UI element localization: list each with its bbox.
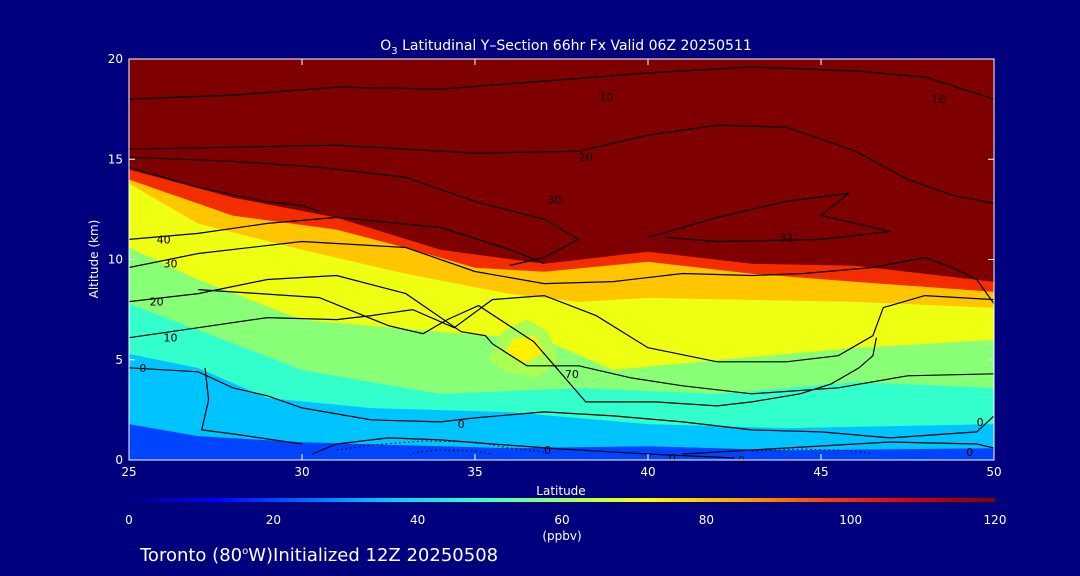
x-tick-label: 30 — [294, 465, 309, 479]
colorbar-tick-label: 0 — [125, 513, 133, 527]
contour-label: 20 — [579, 151, 593, 164]
x-tick-label: 35 — [467, 465, 482, 479]
contour-line — [129, 156, 581, 267]
contour-label: 20 — [150, 296, 164, 309]
contour-line — [129, 124, 994, 204]
y-tick-label: 15 — [108, 152, 123, 166]
x-axis: 25 30 35 40 45 50 — [121, 59, 1002, 479]
contour-line-dotted — [336, 440, 545, 453]
fill-band — [129, 59, 994, 282]
y-tick-label: 5 — [115, 353, 123, 367]
colorbar — [129, 498, 995, 502]
contour-lines — [129, 66, 994, 459]
contour-label: 0 — [669, 452, 676, 465]
colorbar-units: (ppbv) — [542, 529, 581, 543]
ozone-fill-field — [129, 59, 994, 460]
colorbar-tick-label: 120 — [984, 513, 1007, 527]
y-tick-label: 0 — [115, 453, 123, 467]
contour-label: 30 — [164, 258, 178, 271]
contour-label: 0 — [966, 446, 973, 459]
x-tick-label: 40 — [640, 465, 655, 479]
contour-label: 32 — [779, 231, 793, 244]
contour-label: 0 — [977, 416, 984, 429]
x-tick-label: 45 — [813, 465, 828, 479]
x-tick-label: 50 — [986, 465, 1001, 479]
contour-line — [647, 192, 891, 243]
colorbar-tick-label: 60 — [554, 513, 569, 527]
contour-line — [129, 166, 320, 212]
contour-label: 70 — [565, 368, 579, 381]
contour-line — [200, 367, 303, 445]
contour-label: 10 — [599, 91, 613, 104]
contour-line-dotted — [751, 448, 873, 455]
contour-label: 10 — [164, 332, 178, 345]
contour-line — [129, 240, 994, 304]
contour-line — [198, 289, 877, 407]
colorbar-tick-label: 40 — [410, 513, 425, 527]
contour-label: 0 — [544, 444, 551, 457]
contour-label: 0 — [458, 418, 465, 431]
contour-line-dotted — [412, 449, 493, 455]
contour-line — [129, 294, 994, 363]
footer-run-info: Toronto (80oW)Initialized 12Z 20250508 — [139, 545, 498, 566]
contour-line — [682, 441, 994, 455]
chart-title: O3 Latitudinal Y–Section 66hr Fx Valid 0… — [380, 38, 752, 57]
y-axis-label: Altitude (km) — [87, 220, 101, 299]
colorbar-ticks: 0 20 40 60 80 100 120 — [125, 513, 1006, 527]
y-axis: 0 5 10 15 20 — [108, 52, 994, 467]
y-tick-label: 20 — [108, 52, 123, 66]
contour-line — [129, 66, 994, 100]
contour-line — [129, 274, 994, 395]
y-tick-label: 10 — [108, 253, 123, 267]
contour-line — [312, 437, 735, 459]
contour-label: 0 — [139, 362, 146, 375]
contour-label: 30 — [548, 193, 562, 206]
contour-line — [129, 216, 545, 265]
colorbar-tick-label: 100 — [839, 513, 862, 527]
contour-line — [129, 367, 994, 439]
contour-label: 40 — [157, 233, 171, 246]
colorbar-tick-label: 80 — [699, 513, 714, 527]
colorbar-tick-label: 20 — [266, 513, 281, 527]
contour-label: 10 — [932, 93, 946, 106]
x-axis-label: Latitude — [536, 484, 585, 498]
x-tick-label: 25 — [121, 465, 136, 479]
